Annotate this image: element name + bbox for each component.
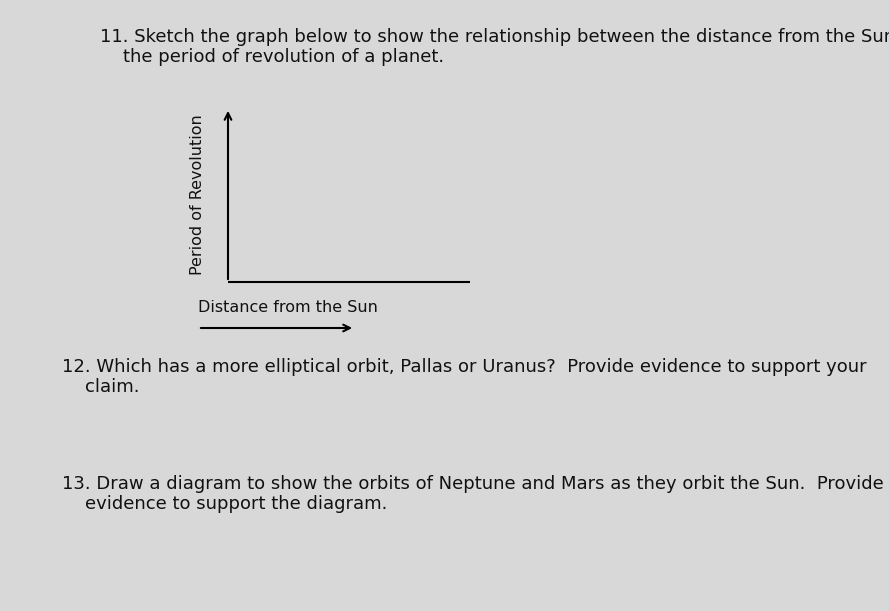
Text: Period of Revolution: Period of Revolution xyxy=(190,115,205,276)
Text: 11. Sketch the graph below to show the relationship between the distance from th: 11. Sketch the graph below to show the r… xyxy=(100,28,889,46)
Text: 12. Which has a more elliptical orbit, Pallas or Uranus?  Provide evidence to su: 12. Which has a more elliptical orbit, P… xyxy=(62,358,867,376)
Text: evidence to support the diagram.: evidence to support the diagram. xyxy=(62,495,388,513)
Text: claim.: claim. xyxy=(62,378,140,396)
Text: the period of revolution of a planet.: the period of revolution of a planet. xyxy=(100,48,444,66)
Text: Distance from the Sun: Distance from the Sun xyxy=(198,300,378,315)
Text: 13. Draw a diagram to show the orbits of Neptune and Mars as they orbit the Sun.: 13. Draw a diagram to show the orbits of… xyxy=(62,475,884,493)
